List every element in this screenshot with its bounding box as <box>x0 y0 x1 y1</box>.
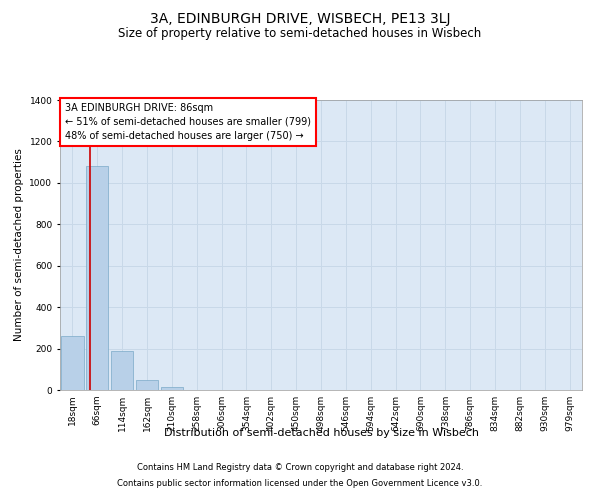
Text: Contains HM Land Registry data © Crown copyright and database right 2024.: Contains HM Land Registry data © Crown c… <box>137 464 463 472</box>
Text: Contains public sector information licensed under the Open Government Licence v3: Contains public sector information licen… <box>118 478 482 488</box>
Bar <box>161 387 183 390</box>
Bar <box>86 166 109 390</box>
Text: 3A, EDINBURGH DRIVE, WISBECH, PE13 3LJ: 3A, EDINBURGH DRIVE, WISBECH, PE13 3LJ <box>150 12 450 26</box>
Text: Size of property relative to semi-detached houses in Wisbech: Size of property relative to semi-detach… <box>118 28 482 40</box>
Bar <box>111 350 133 390</box>
Text: Distribution of semi-detached houses by size in Wisbech: Distribution of semi-detached houses by … <box>163 428 479 438</box>
Text: 3A EDINBURGH DRIVE: 86sqm
← 51% of semi-detached houses are smaller (799)
48% of: 3A EDINBURGH DRIVE: 86sqm ← 51% of semi-… <box>65 103 311 141</box>
Bar <box>61 336 83 390</box>
Bar <box>136 380 158 390</box>
Y-axis label: Number of semi-detached properties: Number of semi-detached properties <box>14 148 24 342</box>
